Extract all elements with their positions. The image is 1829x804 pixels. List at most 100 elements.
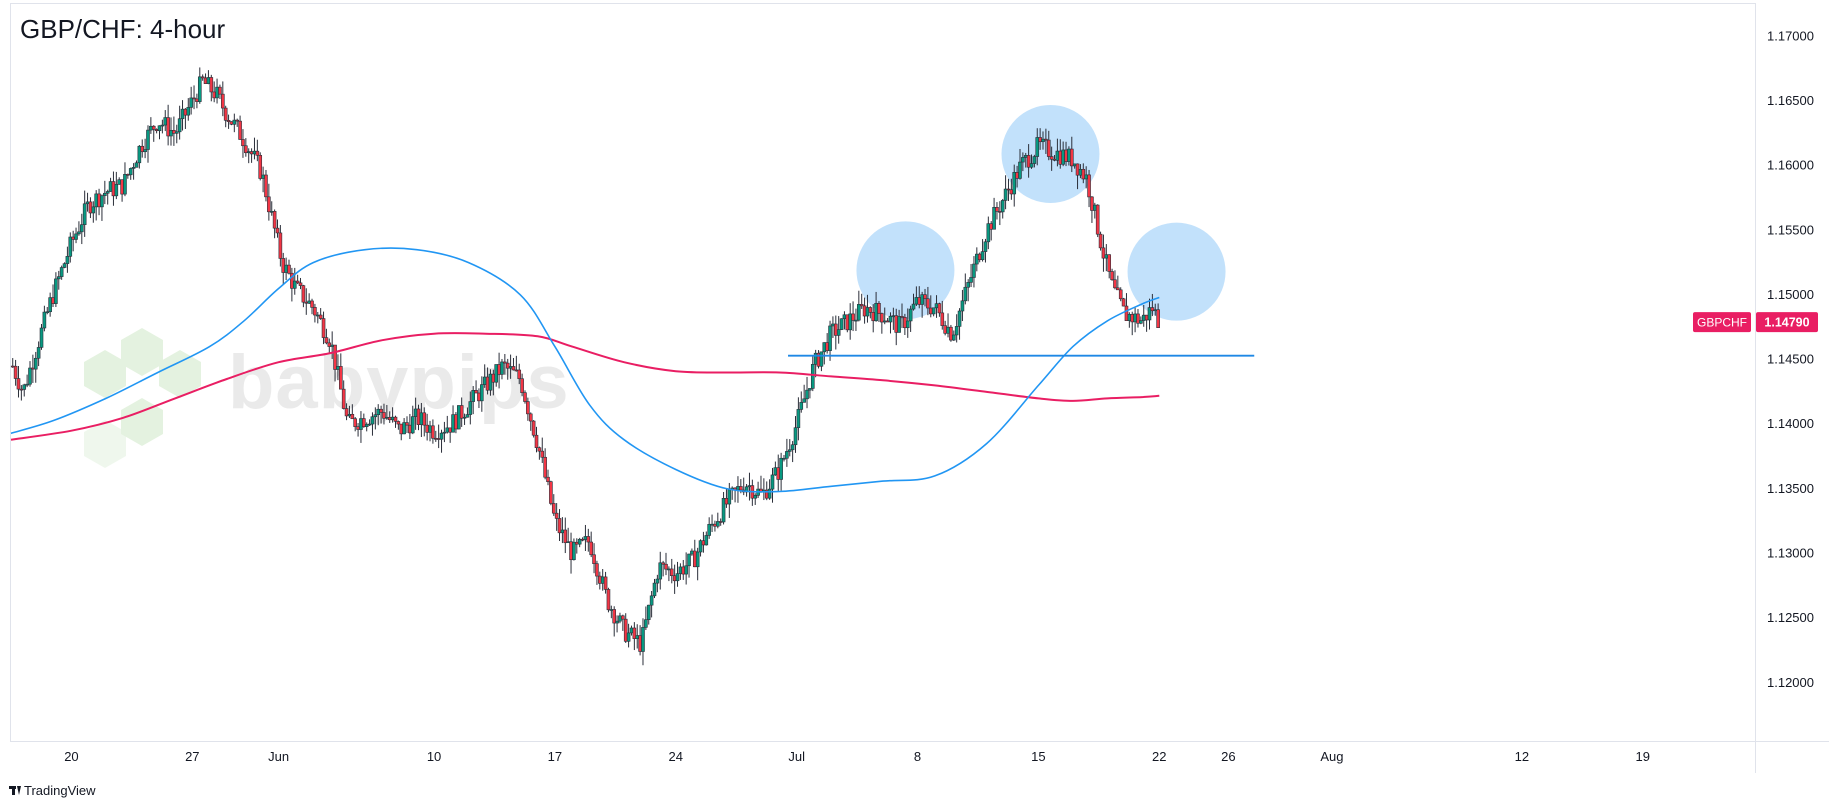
candle-body	[126, 173, 130, 176]
candle-body	[822, 342, 827, 353]
candle-body	[1018, 161, 1022, 179]
candle-body	[868, 307, 873, 313]
price-axis-tick: 1.16500	[1767, 93, 1814, 108]
candle-body	[739, 486, 743, 491]
candle-body	[419, 412, 424, 425]
candle-body	[805, 389, 809, 400]
candle-body	[71, 236, 75, 240]
candle-body	[621, 615, 625, 620]
candle-body	[695, 551, 700, 568]
candle-body	[972, 263, 976, 278]
candle-body	[292, 280, 297, 289]
candle-body	[189, 97, 193, 108]
candle-body	[1098, 233, 1103, 249]
candle-body	[1104, 254, 1109, 259]
candle-body	[586, 536, 591, 543]
candle-body	[362, 418, 366, 427]
tradingview-logo[interactable]: TradingView	[9, 783, 96, 798]
candle-body	[149, 125, 153, 131]
candle-body	[612, 609, 617, 624]
candle-body	[770, 474, 775, 490]
candle-body	[618, 615, 622, 622]
candle-body	[667, 568, 671, 571]
candle-body	[776, 467, 781, 480]
candle-body	[39, 327, 44, 348]
candle-body	[560, 529, 565, 534]
candle-body	[221, 93, 225, 109]
candle-body	[177, 118, 182, 133]
candle-body	[48, 297, 52, 313]
candle-body	[480, 384, 484, 402]
chart-frame	[10, 3, 1756, 742]
last-price-tag: GBPCHF 1.14790	[1693, 312, 1818, 333]
candle-body	[1147, 307, 1152, 321]
last-price-label: 1.14790	[1764, 316, 1809, 330]
candle-body	[954, 326, 959, 336]
candle-body	[563, 529, 568, 544]
candle-body	[543, 456, 547, 478]
candle-body	[684, 565, 688, 575]
candle-body	[128, 168, 133, 176]
candle-body	[793, 427, 798, 446]
babypips-watermark: babypips	[84, 328, 569, 468]
candle-body	[88, 201, 93, 214]
candle-body	[664, 563, 668, 570]
candle-body	[940, 312, 945, 326]
candle-body	[25, 383, 29, 386]
candle-body	[960, 300, 965, 312]
last-price-box	[1756, 312, 1818, 333]
candle-body	[123, 173, 127, 195]
candle-body	[672, 575, 677, 582]
candle-body	[100, 195, 104, 208]
candle-body	[819, 351, 824, 367]
candle-body	[45, 311, 50, 314]
candle-body	[937, 303, 942, 314]
candle-body	[782, 457, 786, 460]
moving-average-slow	[10, 332, 1160, 441]
candle-body	[396, 421, 401, 425]
candle-body	[410, 416, 415, 434]
candle-body	[1003, 188, 1008, 201]
candle-body	[675, 573, 680, 582]
time-axis-tick: Aug	[1320, 749, 1343, 764]
candle-body	[28, 367, 32, 385]
candle-body	[390, 416, 395, 421]
candle-body	[977, 253, 982, 261]
candle-body	[658, 562, 663, 580]
candle-body	[174, 131, 179, 134]
candle-body	[600, 576, 605, 584]
candle-body	[724, 498, 729, 505]
candle-body	[364, 424, 369, 427]
candle-body	[998, 211, 1002, 213]
candle-body	[295, 280, 300, 284]
candle-body	[154, 129, 159, 132]
candle-body	[644, 619, 648, 628]
candle-body	[439, 432, 444, 440]
candle-body	[531, 420, 536, 436]
candle-body	[301, 285, 306, 303]
candle-body	[269, 211, 274, 213]
candle-body	[773, 467, 778, 476]
price-axis-tick: 1.12000	[1767, 675, 1814, 690]
candle-body	[62, 263, 67, 268]
candle-body	[151, 125, 156, 130]
candle-body	[82, 203, 87, 225]
candle-body	[163, 117, 168, 126]
candle-body	[433, 437, 438, 440]
candle-body	[13, 365, 18, 379]
candle-body	[802, 398, 806, 403]
candle-body	[1012, 172, 1017, 195]
candle-body	[339, 366, 343, 390]
candle-body	[477, 392, 481, 402]
candle-body	[445, 427, 450, 433]
candle-body	[131, 167, 136, 169]
candle-body	[356, 426, 360, 430]
candle-body	[603, 576, 608, 590]
candle-body	[22, 384, 27, 390]
candle-body	[1044, 138, 1048, 141]
candle-body	[767, 488, 772, 499]
candle-body	[845, 314, 850, 331]
candle-body	[1133, 313, 1137, 323]
